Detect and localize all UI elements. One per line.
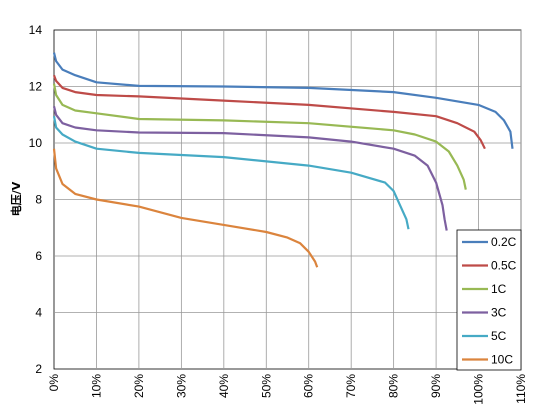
y-tick-label: 4 bbox=[35, 306, 42, 320]
x-tick-label: 60% bbox=[302, 374, 316, 398]
series-line-1C bbox=[52, 83, 467, 190]
legend: 0.2C 0.5C 1C 3C 5C 10C bbox=[456, 229, 522, 371]
legend-label: 0.5C bbox=[491, 259, 517, 273]
series-line-0.2C bbox=[52, 52, 514, 149]
x-tick-label: 50% bbox=[259, 374, 273, 398]
axes: 0% 10% 20% 30% 40% 50% 60% 70% 80% 90% 100% 110% 2 4 6… bbox=[29, 23, 528, 405]
legend-label: 3C bbox=[491, 306, 507, 320]
series-group bbox=[52, 52, 514, 268]
y-axis-label: 电压/V bbox=[9, 181, 23, 216]
series-line-0.5C bbox=[52, 74, 486, 150]
x-tick-label: 100% bbox=[472, 374, 486, 405]
y-tick-label: 14 bbox=[29, 23, 43, 37]
legend-label: 0.2C bbox=[491, 235, 517, 249]
x-tick-label: 40% bbox=[217, 374, 231, 398]
legend-box bbox=[456, 229, 522, 371]
y-tick-label: 10 bbox=[29, 136, 43, 150]
x-tick-label: 30% bbox=[174, 374, 188, 398]
grid bbox=[54, 30, 522, 369]
x-tick-label: 20% bbox=[132, 374, 146, 398]
legend-label: 5C bbox=[491, 329, 507, 343]
x-tick-label: 90% bbox=[429, 374, 443, 398]
y-tick-label: 2 bbox=[35, 362, 42, 376]
series-line-10C bbox=[52, 148, 319, 268]
series-line-5C bbox=[52, 115, 410, 230]
x-tick-label: 80% bbox=[387, 374, 401, 398]
series-line-3C bbox=[52, 106, 448, 231]
x-tick-label: 0% bbox=[47, 374, 61, 392]
x-tick-label: 70% bbox=[344, 374, 358, 398]
y-tick-label: 6 bbox=[35, 249, 42, 263]
x-tick-label: 10% bbox=[89, 374, 103, 398]
legend-label: 1C bbox=[491, 282, 507, 296]
legend-label: 10C bbox=[491, 353, 513, 367]
y-tick-label: 8 bbox=[35, 193, 42, 207]
y-tick-label: 12 bbox=[29, 80, 43, 94]
x-tick-label: 110% bbox=[514, 374, 528, 404]
